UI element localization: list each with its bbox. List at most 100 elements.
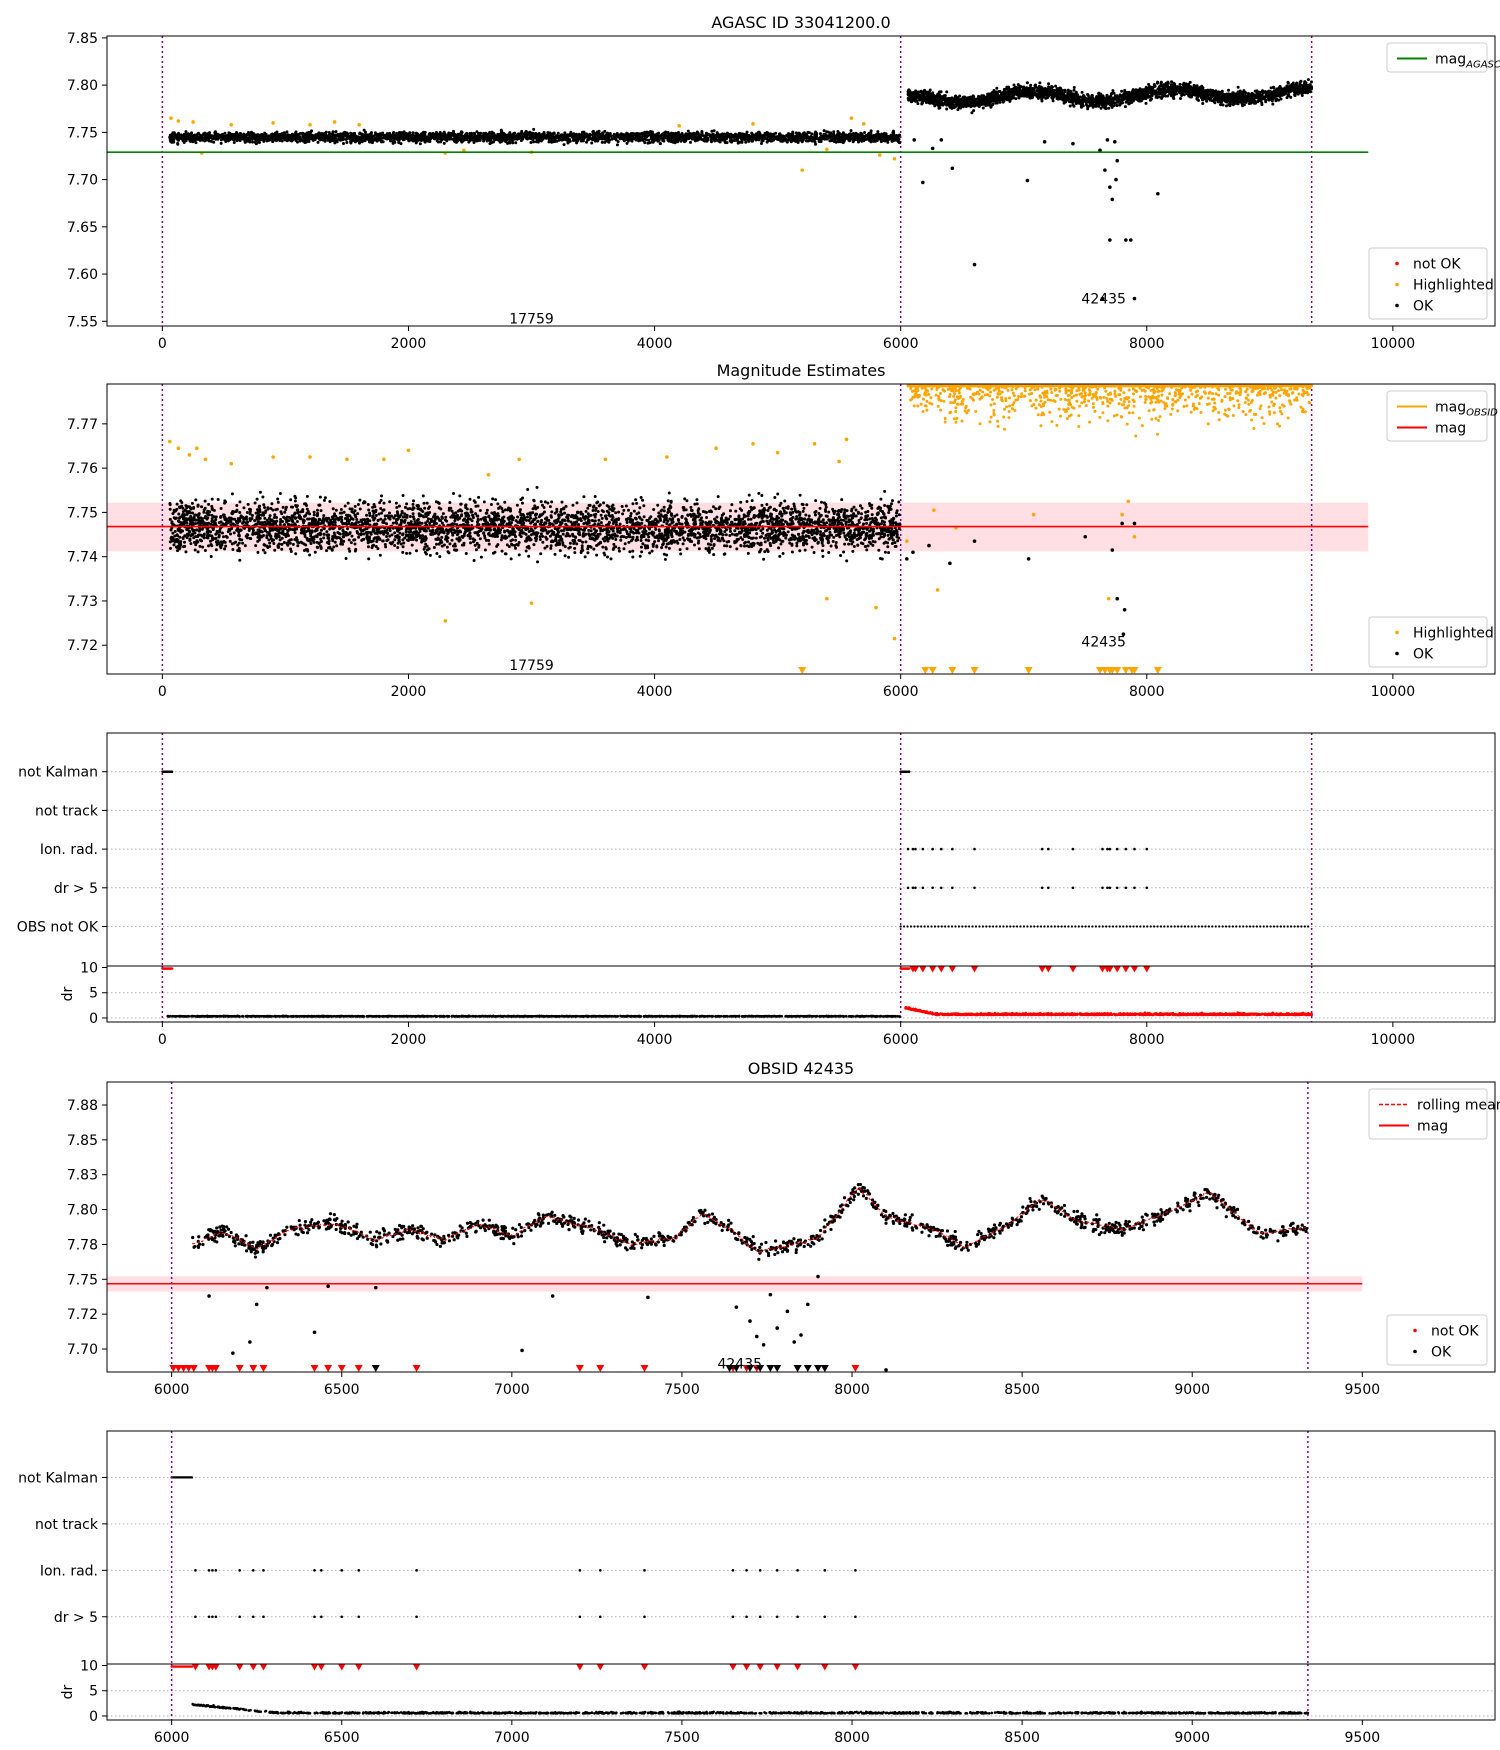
data-point [1150,85,1154,89]
data-point [502,132,506,136]
data-point [1086,94,1090,98]
data-point [638,138,642,142]
data-point [431,131,435,135]
data-point [548,131,552,135]
data-point [603,129,607,133]
data-point [267,134,271,138]
data-point [533,133,537,137]
data-point [333,141,337,145]
data-point [489,134,493,138]
data-point [572,133,576,137]
data-point [710,129,714,133]
data-point [1155,81,1159,85]
data-point [581,139,585,143]
data-point [168,133,172,137]
data-point [270,137,274,141]
data-point [1123,105,1127,109]
data-point [556,131,560,135]
data-point [825,137,829,141]
data-point [706,138,710,142]
data-point [560,138,564,142]
data-point [523,131,527,135]
data-point [1159,80,1163,84]
data-point [368,133,372,137]
data-point [794,131,798,135]
data-point [362,128,366,132]
data-point [636,135,640,139]
data-point [615,131,619,135]
data-point [651,137,655,141]
data-point [512,131,516,135]
data-point [368,137,372,141]
data-point [200,137,204,141]
data-point [795,135,799,139]
data-point [452,129,456,133]
data-point [510,135,514,139]
data-point [305,132,309,136]
data-point [598,133,602,137]
data-point [224,139,228,143]
data-point [336,133,340,137]
data-point [819,134,823,138]
data-point [580,135,584,139]
data-point [358,135,362,139]
data-point [381,136,385,140]
data-point [714,135,718,139]
data-point [725,131,729,135]
data-point [664,130,668,134]
data-point [368,140,372,144]
data-point [1001,100,1005,104]
data-point [1179,96,1183,100]
data-point [1068,104,1072,108]
data-point [238,139,242,143]
data-point [264,132,268,136]
data-point [588,132,592,136]
data-point [1059,87,1063,91]
data-point [316,140,320,144]
data-point [766,134,770,138]
data-point [207,135,211,139]
data-point [316,132,320,136]
data-point [798,137,802,141]
data-point [501,135,505,139]
data-point [427,139,431,143]
data-point [292,136,296,140]
data-point [351,136,355,140]
data-point [827,134,831,138]
data-point [465,131,469,135]
data-point [362,135,366,139]
data-point [1178,82,1182,86]
data-point [275,130,279,134]
data-point [890,139,894,143]
data-point [258,141,262,145]
data-point [1047,82,1051,86]
data-point [472,140,476,144]
data-point [754,136,758,140]
data-point [254,140,258,144]
data-point [806,130,810,134]
data-point [613,135,617,139]
data-point [1025,81,1029,85]
data-point [587,135,591,139]
data-point [529,133,533,137]
data-point [223,131,227,135]
data-point [551,137,555,141]
data-point [379,132,383,136]
data-point [425,136,429,140]
data-point [331,130,335,134]
data-point [1160,96,1164,100]
data-point [839,140,843,144]
data-point [770,134,774,138]
data-point [571,138,575,142]
plot-area [107,36,1369,326]
data-point [604,133,608,137]
data-point [435,139,439,143]
data-point [844,133,848,137]
data-point [418,142,422,146]
data-point [504,134,508,138]
data-point [961,96,965,100]
data-point [625,141,629,145]
data-point [213,131,217,135]
data-point [313,136,317,140]
